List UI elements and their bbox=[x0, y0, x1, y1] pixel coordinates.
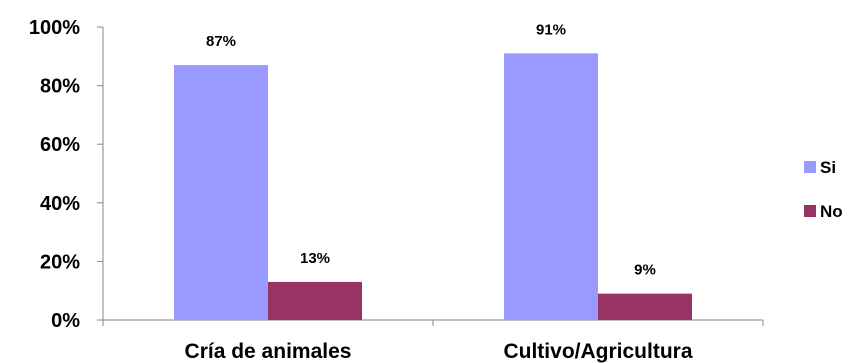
y-tick-label: 40% bbox=[40, 193, 80, 215]
legend: Si No bbox=[804, 158, 843, 221]
category-labels: Cría de animales Cultivo/Agricultura bbox=[185, 340, 693, 363]
data-label: 9% bbox=[634, 262, 656, 279]
legend-label: No bbox=[820, 202, 843, 221]
bar-no-0 bbox=[268, 281, 362, 320]
y-axis-ticks: 0% 20% 40% 60% 80% 100% bbox=[29, 17, 103, 332]
x-axis-ticks bbox=[102, 320, 764, 326]
data-labels: 87% 13% 91% 9% bbox=[206, 21, 656, 278]
legend-swatch-si bbox=[804, 161, 816, 173]
bar-si-1 bbox=[504, 53, 598, 321]
bars bbox=[174, 53, 692, 321]
category-label: Cría de animales bbox=[185, 340, 352, 363]
y-tick-label: 0% bbox=[51, 310, 80, 332]
bar-si-0 bbox=[174, 65, 268, 320]
y-tick-label: 20% bbox=[40, 251, 80, 273]
legend-label: Si bbox=[820, 158, 836, 177]
y-tick-label: 80% bbox=[40, 76, 80, 98]
category-label: Cultivo/Agricultura bbox=[503, 340, 692, 363]
data-label: 87% bbox=[206, 33, 236, 50]
data-label: 13% bbox=[300, 250, 330, 267]
legend-swatch-no bbox=[804, 205, 816, 217]
bar-no-1 bbox=[598, 293, 692, 320]
y-tick-label: 60% bbox=[40, 134, 80, 156]
y-tick-label: 100% bbox=[29, 17, 80, 39]
data-label: 91% bbox=[536, 21, 566, 38]
